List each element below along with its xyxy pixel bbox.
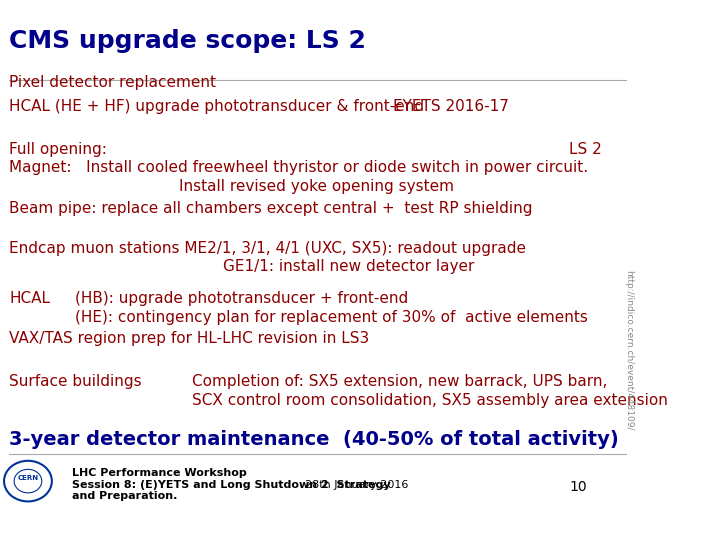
- Text: Install revised yoke opening system: Install revised yoke opening system: [179, 179, 454, 194]
- Text: Full opening:: Full opening:: [9, 141, 107, 157]
- Text: Completion of: SX5 extension, new barrack, UPS barn,: Completion of: SX5 extension, new barrac…: [192, 374, 607, 389]
- Text: SCX control room consolidation, SX5 assembly area extension: SCX control room consolidation, SX5 asse…: [192, 393, 667, 408]
- Text: CMS upgrade scope: LS 2: CMS upgrade scope: LS 2: [9, 30, 366, 53]
- Text: HCAL (HE + HF) upgrade phototransducer & front-end: HCAL (HE + HF) upgrade phototransducer &…: [9, 99, 424, 114]
- Text: Beam pipe: replace all chambers except central +  test RP shielding: Beam pipe: replace all chambers except c…: [9, 200, 533, 215]
- Text: GE1/1: install new detector layer: GE1/1: install new detector layer: [223, 259, 474, 274]
- Text: 28th January 2016: 28th January 2016: [305, 480, 408, 489]
- Text: (HE): contingency plan for replacement of 30% of  active elements: (HE): contingency plan for replacement o…: [75, 310, 588, 325]
- Text: and Preparation.: and Preparation.: [72, 491, 177, 501]
- Text: http://indico.cern.ch/event/448109/: http://indico.cern.ch/event/448109/: [624, 270, 634, 430]
- Text: Endcap muon stations ME2/1, 3/1, 4/1 (UXC, SX5): readout upgrade: Endcap muon stations ME2/1, 3/1, 4/1 (UX…: [9, 241, 526, 255]
- Text: LS 2: LS 2: [569, 141, 602, 157]
- Text: LHC Performance Workshop: LHC Performance Workshop: [72, 468, 247, 478]
- Text: VAX/TAS region prep for HL-LHC revision in LS3: VAX/TAS region prep for HL-LHC revision …: [9, 332, 369, 347]
- Text: Pixel detector replacement: Pixel detector replacement: [9, 75, 216, 90]
- Text: 10: 10: [569, 480, 587, 494]
- Text: HCAL: HCAL: [9, 292, 50, 306]
- Text: CERN: CERN: [17, 475, 38, 482]
- Text: EYETS 2016-17: EYETS 2016-17: [393, 99, 509, 114]
- Text: (HB): upgrade phototransducer + front-end: (HB): upgrade phototransducer + front-en…: [75, 292, 408, 306]
- Text: Surface buildings: Surface buildings: [9, 374, 142, 389]
- Text: Magnet:   Install cooled freewheel thyristor or diode switch in power circuit.: Magnet: Install cooled freewheel thyrist…: [9, 160, 588, 176]
- Text: Session 8: (E)YETS and Long Shutdown 2  Strategy: Session 8: (E)YETS and Long Shutdown 2 S…: [72, 480, 391, 489]
- Text: 3-year detector maintenance  (40-50% of total activity): 3-year detector maintenance (40-50% of t…: [9, 430, 618, 449]
